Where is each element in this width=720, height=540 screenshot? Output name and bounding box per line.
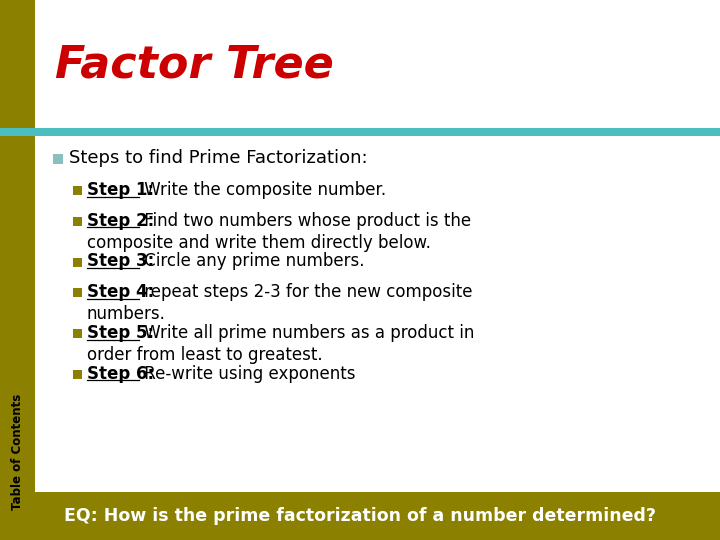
Text: Write all prime numbers as a product in: Write all prime numbers as a product in — [139, 324, 474, 342]
Text: Step 3:: Step 3: — [87, 253, 154, 271]
Bar — [0, 128, 720, 136]
Bar — [73, 217, 82, 226]
Text: Steps to find Prime Factorization:: Steps to find Prime Factorization: — [69, 149, 368, 167]
Text: Step 1:: Step 1: — [87, 181, 154, 199]
Text: composite and write them directly below.: composite and write them directly below. — [87, 234, 431, 252]
Text: order from least to greatest.: order from least to greatest. — [87, 346, 323, 364]
Text: EQ: How is the prime factorization of a number determined?: EQ: How is the prime factorization of a … — [64, 507, 656, 525]
Text: numbers.: numbers. — [87, 305, 166, 323]
Text: Step 4:: Step 4: — [87, 284, 154, 301]
Text: Factor Tree: Factor Tree — [55, 44, 334, 86]
Text: Find two numbers whose product is the: Find two numbers whose product is the — [139, 212, 471, 230]
Text: Re-write using exponents: Re-write using exponents — [139, 364, 356, 383]
Bar — [73, 329, 82, 338]
Bar — [0, 0, 35, 540]
Bar — [73, 186, 82, 195]
Text: Circle any prime numbers.: Circle any prime numbers. — [139, 253, 364, 271]
Bar — [53, 154, 63, 164]
Text: Step 5:: Step 5: — [87, 324, 154, 342]
Bar — [73, 258, 82, 267]
Bar — [73, 370, 82, 379]
Bar — [0, 492, 720, 540]
Text: Write the composite number.: Write the composite number. — [139, 181, 386, 199]
Text: repeat steps 2-3 for the new composite: repeat steps 2-3 for the new composite — [139, 284, 472, 301]
Text: Step 6:: Step 6: — [87, 364, 154, 383]
Bar — [73, 288, 82, 298]
Text: Step 2:: Step 2: — [87, 212, 154, 230]
Text: Table of Contents: Table of Contents — [11, 394, 24, 510]
